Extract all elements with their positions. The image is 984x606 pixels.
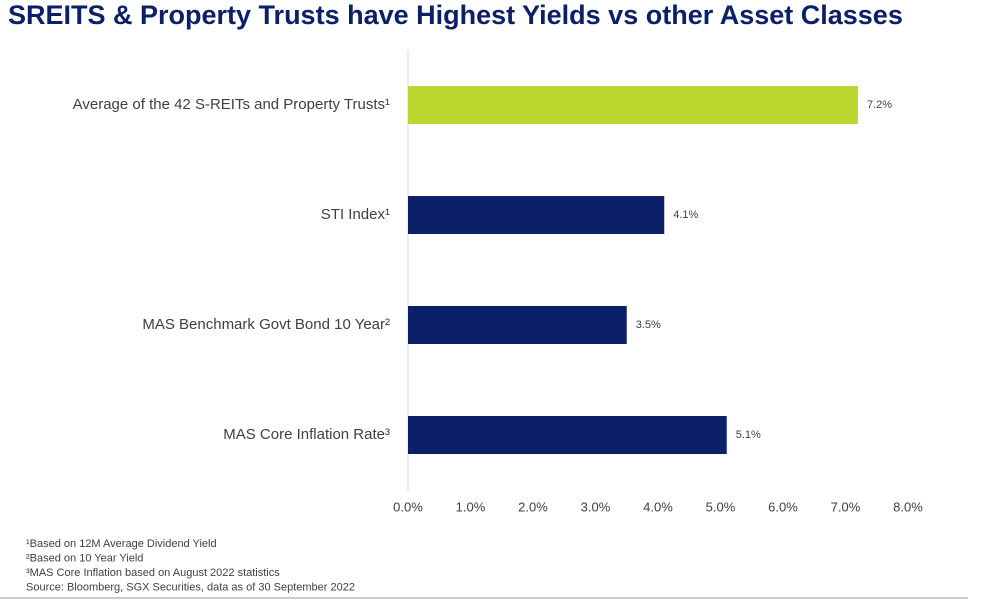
x-tick-label: 1.0%	[456, 499, 486, 514]
x-tick-label: 7.0%	[831, 499, 861, 514]
footnote: Source: Bloomberg, SGX Securities, data …	[26, 581, 355, 593]
chart-title: SREITS & Property Trusts have Highest Yi…	[8, 0, 903, 30]
x-tick-label: 4.0%	[643, 499, 673, 514]
category-label: MAS Benchmark Govt Bond 10 Year²	[142, 316, 390, 333]
bar	[408, 196, 665, 234]
bar	[408, 306, 627, 344]
bar	[408, 416, 727, 454]
x-tick-label: 5.0%	[706, 499, 736, 514]
x-tick-label: 8.0%	[893, 499, 923, 514]
value-label: 3.5%	[636, 319, 661, 331]
footnote: ²Based on 10 Year Yield	[26, 552, 143, 564]
footnote: ³MAS Core Inflation based on August 2022…	[26, 567, 280, 579]
footnote: ¹Based on 12M Average Dividend Yield	[26, 538, 217, 550]
category-label: STI Index¹	[321, 206, 390, 223]
value-label: 4.1%	[673, 209, 698, 221]
category-label: Average of the 42 S-REITs and Property T…	[73, 96, 390, 113]
x-tick-label: 0.0%	[393, 499, 423, 514]
x-tick-label: 3.0%	[581, 499, 611, 514]
value-label: 7.2%	[867, 99, 892, 111]
bar	[408, 86, 858, 124]
value-label: 5.1%	[736, 429, 761, 441]
x-tick-label: 2.0%	[518, 499, 548, 514]
category-label: MAS Core Inflation Rate³	[223, 426, 390, 443]
x-tick-label: 6.0%	[768, 499, 798, 514]
